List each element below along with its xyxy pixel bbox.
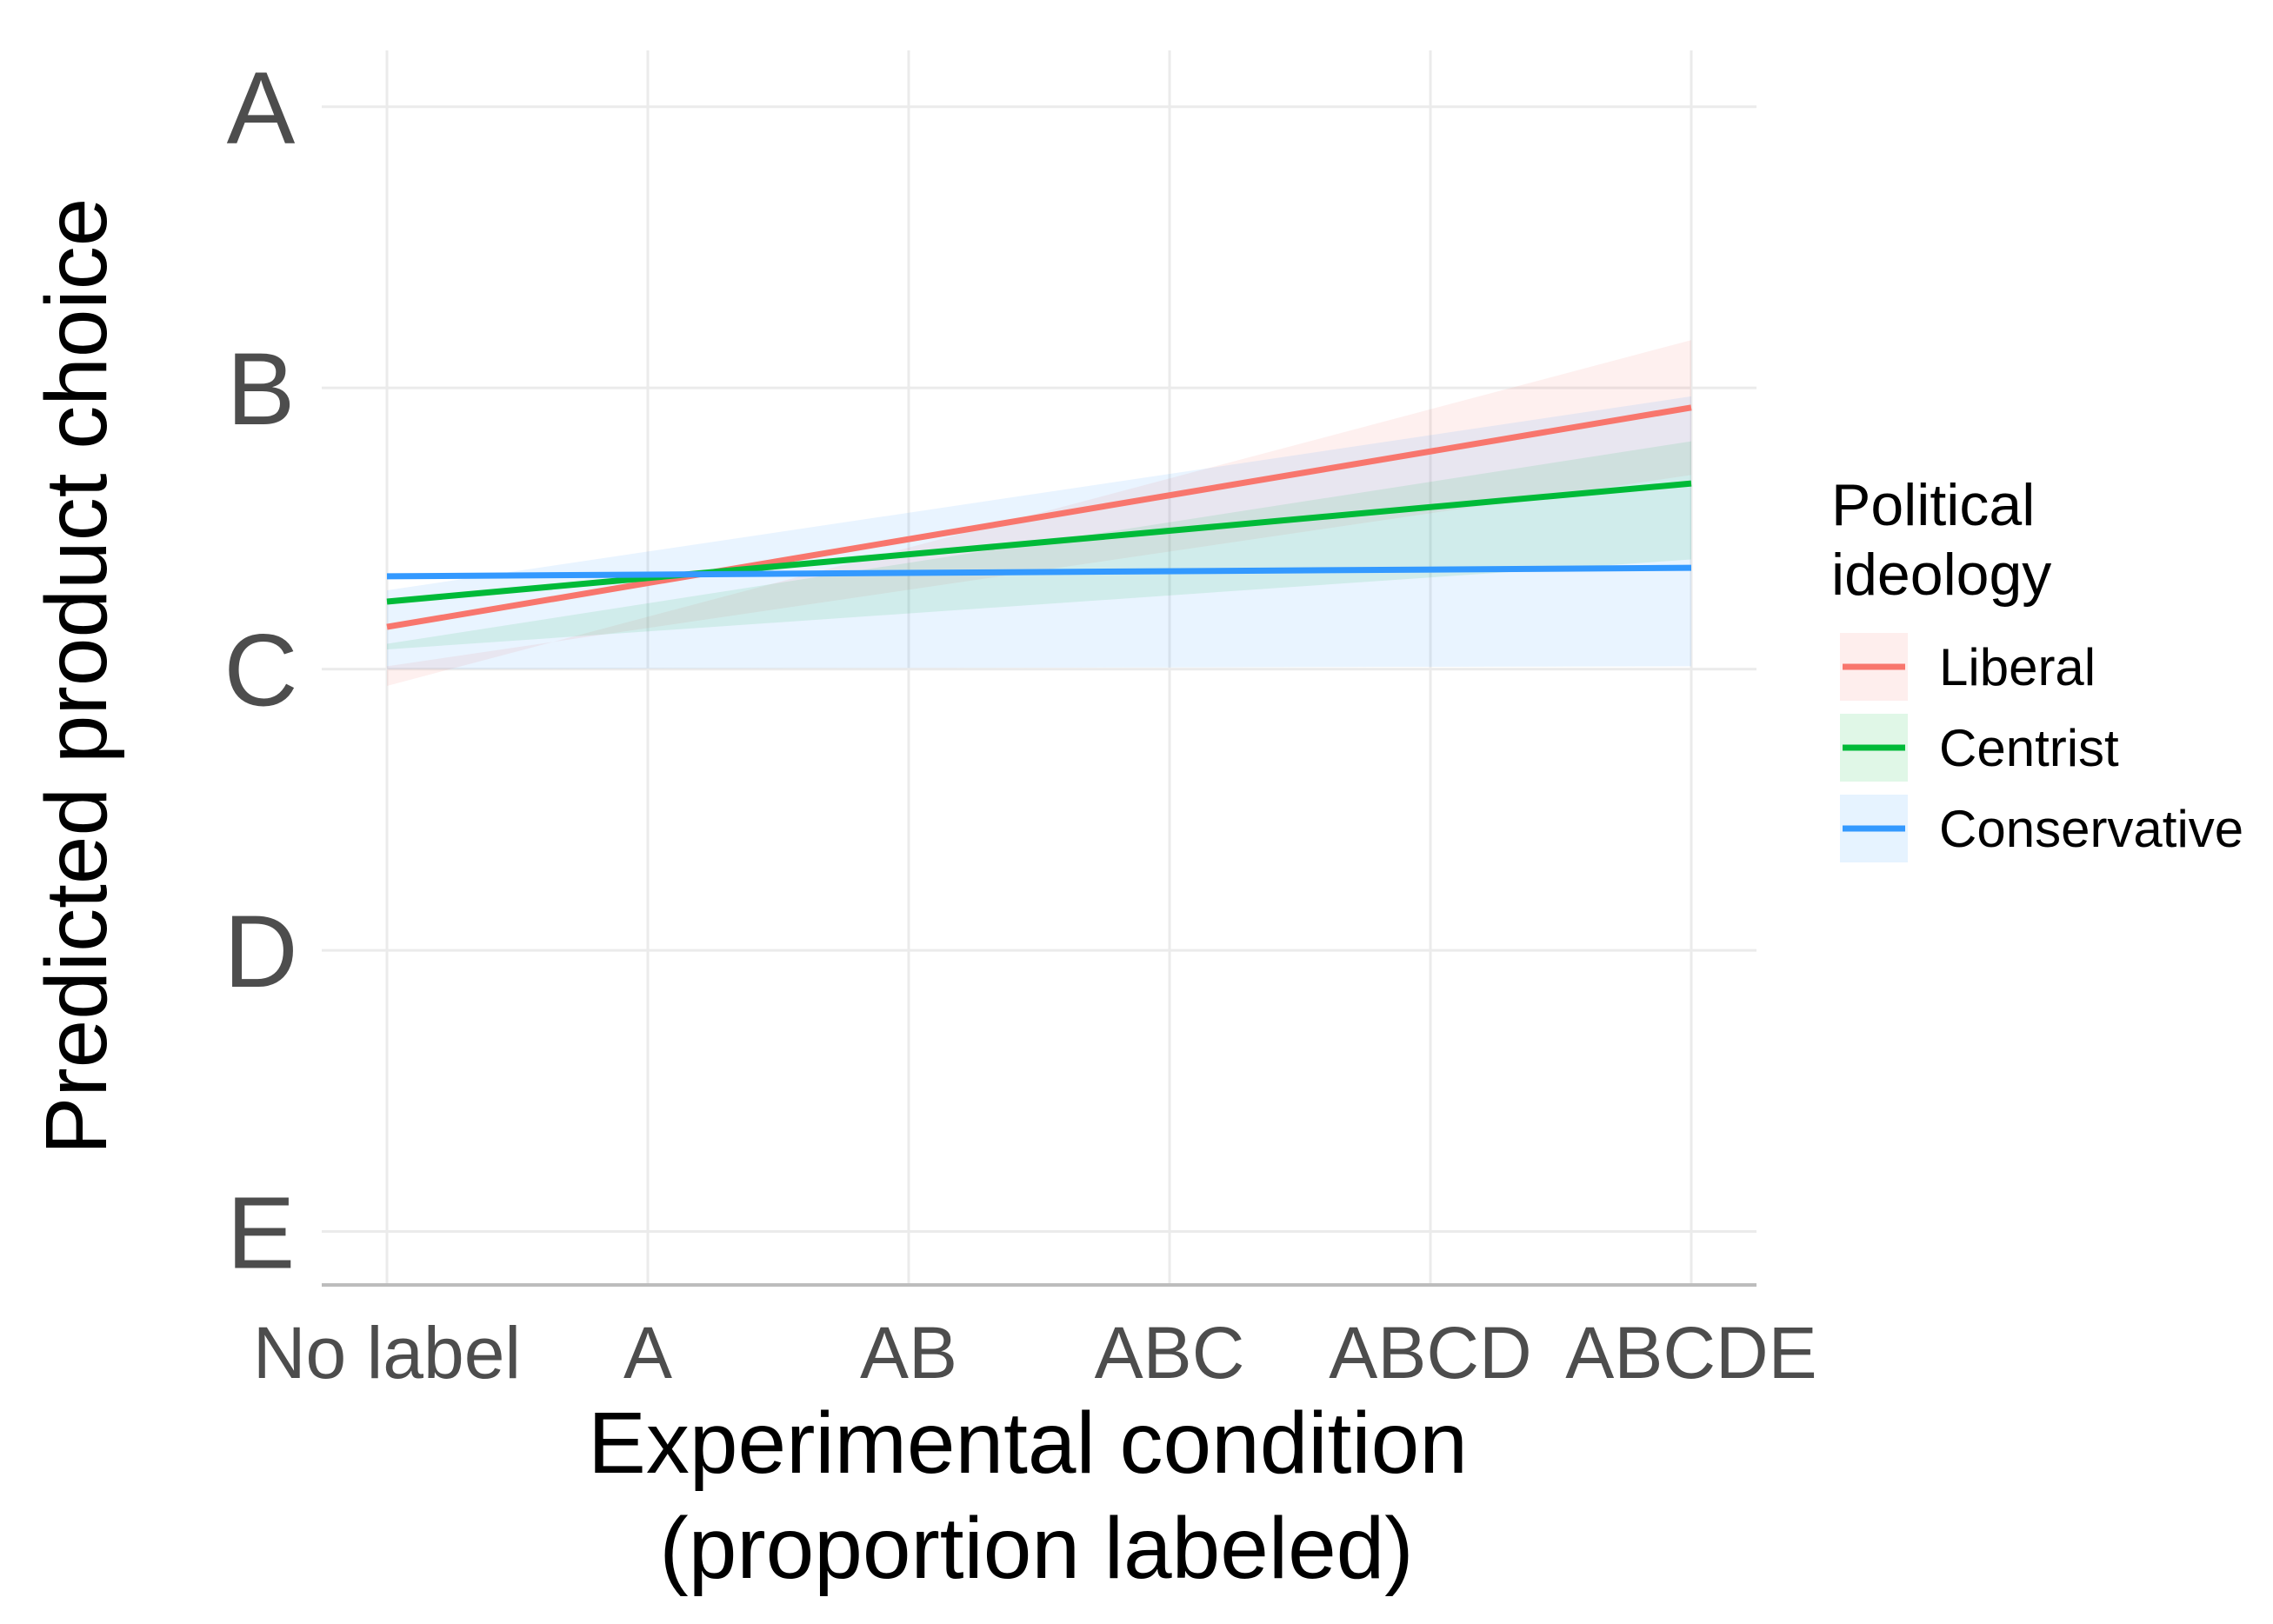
series-line-conservative: [386, 564, 1692, 580]
grid-lines: [322, 50, 1756, 1285]
legend-title-line-2: ideology: [1831, 542, 2051, 608]
ci-band-conservative: [387, 396, 1691, 669]
x-tick-label: No label: [253, 1312, 521, 1394]
legend: Political ideology Liberal Centrist Conser…: [1831, 472, 2243, 862]
y-tick-labels: A B C D E: [223, 51, 297, 1291]
legend-item-liberal: Liberal: [1840, 633, 2096, 701]
x-tick-label: ABC: [1095, 1312, 1245, 1394]
x-tick-label: A: [623, 1312, 672, 1394]
ci-band-liberal: [387, 340, 1691, 686]
y-axis-title: Predicted product choice: [28, 198, 125, 1155]
series-lines: [386, 404, 1692, 630]
y-tick-label: A: [227, 51, 296, 166]
legend-item-conservative: Conservative: [1840, 795, 2243, 862]
legend-label: Liberal: [1939, 638, 2096, 696]
legend-title-line-1: Political: [1831, 472, 2035, 538]
legend-keys: Liberal Centrist Conservative: [1840, 633, 2243, 862]
x-tick-labels: No label A AB ABC ABCD ABCDE: [253, 1312, 1817, 1394]
x-axis-title-line-1: Experimental condition: [588, 1394, 1468, 1492]
x-axis-title-line-2: (proportion labeled): [659, 1500, 1413, 1597]
legend-label: Conservative: [1939, 800, 2243, 858]
series-line-liberal: [386, 404, 1692, 630]
series-line-centrist: [386, 480, 1692, 605]
confidence-bands: [387, 340, 1691, 686]
y-tick-label: D: [223, 895, 297, 1009]
x-tick-label: AB: [860, 1312, 957, 1394]
y-tick-label: C: [223, 614, 297, 729]
legend-label: Centrist: [1939, 719, 2119, 777]
x-tick-label: ABCDE: [1565, 1312, 1816, 1394]
y-tick-label: B: [227, 332, 296, 447]
x-tick-label: ABCD: [1329, 1312, 1531, 1394]
y-tick-label: E: [227, 1176, 296, 1291]
legend-item-centrist: Centrist: [1840, 714, 2119, 782]
